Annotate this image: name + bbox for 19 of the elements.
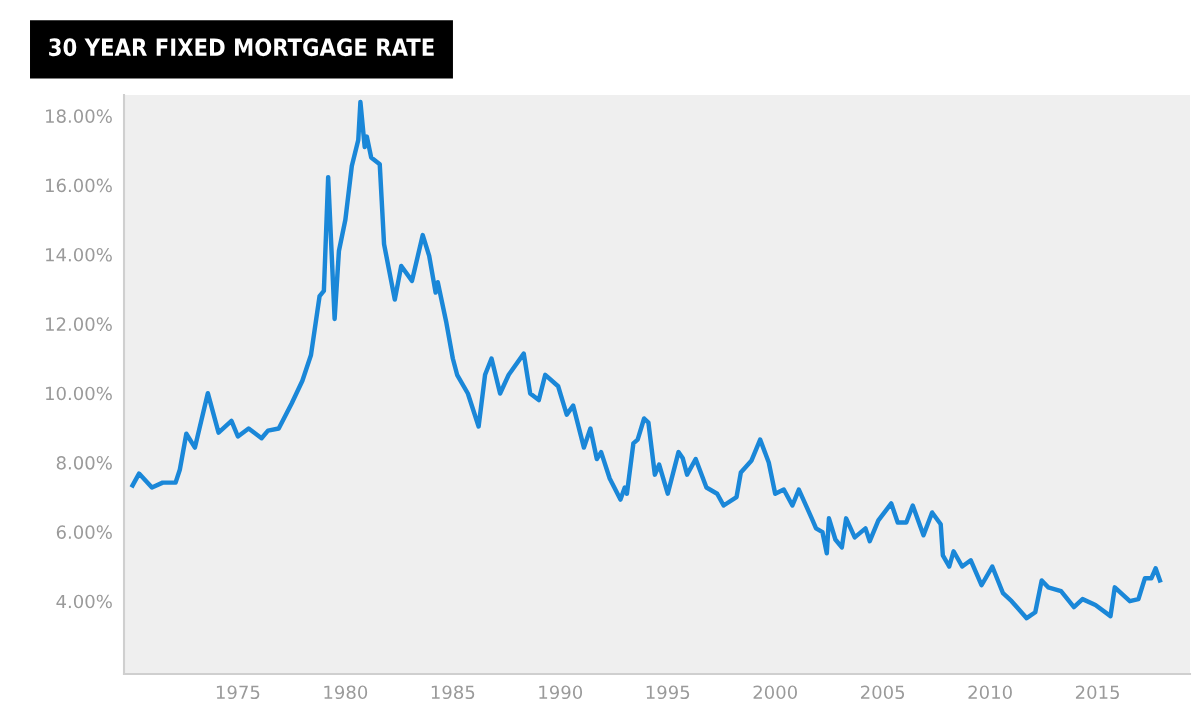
- y-tick-label: 8.00%: [56, 455, 112, 470]
- y-tick-label: 18.00%: [46, 109, 112, 123]
- y-tick-label: 14.00%: [46, 247, 112, 262]
- y-tick-label: 6.00%: [56, 525, 112, 539]
- y-tick-label: 10.00%: [46, 386, 112, 401]
- y-tick-label: 4.00%: [56, 594, 112, 609]
- x-tick-label: 1985: [431, 685, 475, 700]
- y-tick-label: 16.00%: [46, 178, 112, 193]
- x-tick-label: 1995: [646, 685, 690, 700]
- x-tick-label: 1980: [324, 685, 368, 700]
- x-tick-label: 1975: [216, 685, 260, 700]
- x-tick-label: 2005: [861, 685, 905, 700]
- x-tick-label: 2010: [968, 685, 1012, 700]
- y-tick-label: 12.00%: [46, 317, 112, 331]
- x-tick-label: 2000: [753, 685, 797, 700]
- x-tick-label: 1990: [539, 685, 583, 700]
- x-tick-label: 2015: [1075, 685, 1119, 700]
- chart-title: 30 YEAR FIXED MORTGAGE RATE: [49, 38, 434, 57]
- line-series: [130, 99, 1163, 621]
